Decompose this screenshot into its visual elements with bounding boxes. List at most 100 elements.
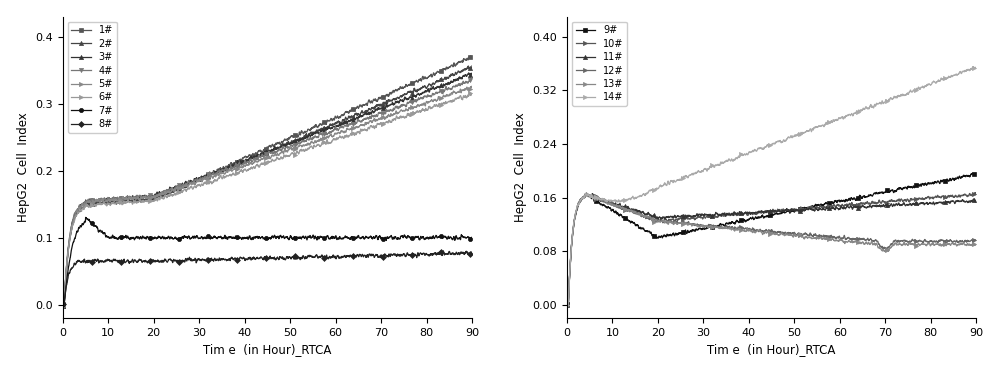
4#: [466, 75, 478, 80]
10#: [749, 212, 761, 216]
1#: [465, 54, 477, 58]
5#: [256, 156, 268, 161]
Y-axis label: HepG2  Cell  Index: HepG2 Cell Index: [17, 113, 30, 222]
12#: [959, 238, 971, 243]
8#: [58, 303, 70, 307]
13#: [582, 193, 594, 198]
3#: [245, 154, 257, 159]
12#: [580, 191, 592, 195]
2#: [454, 70, 466, 75]
11#: [970, 199, 982, 203]
11#: [760, 210, 772, 214]
5#: [245, 161, 257, 165]
7#: [256, 234, 268, 239]
2#: [78, 204, 90, 209]
6#: [78, 207, 90, 211]
5#: [78, 205, 90, 210]
2#: [454, 70, 466, 75]
12#: [958, 239, 970, 244]
10#: [582, 192, 594, 197]
14#: [760, 144, 772, 149]
14#: [582, 192, 594, 197]
Line: 9#: 9#: [565, 171, 978, 307]
7#: [379, 235, 391, 240]
11#: [884, 203, 896, 208]
2#: [466, 64, 478, 68]
3#: [78, 201, 90, 205]
9#: [561, 303, 573, 307]
1#: [454, 60, 466, 65]
3#: [463, 70, 475, 75]
X-axis label: Tim e  (in Hour)_RTCA: Tim e (in Hour)_RTCA: [203, 343, 332, 356]
2#: [245, 156, 257, 160]
10#: [760, 209, 772, 213]
Legend: 9#, 10#, 11#, 12#, 13#, 14#: 9#, 10#, 11#, 12#, 13#, 14#: [572, 22, 627, 106]
Line: 2#: 2#: [61, 64, 474, 308]
1#: [256, 150, 268, 154]
9#: [958, 174, 970, 178]
2#: [57, 304, 69, 308]
10#: [970, 190, 982, 195]
2#: [379, 101, 391, 106]
8#: [454, 250, 466, 255]
13#: [561, 303, 573, 307]
Line: 13#: 13#: [565, 192, 978, 307]
2#: [57, 304, 69, 308]
11#: [582, 192, 594, 197]
1#: [466, 56, 478, 60]
10#: [958, 192, 970, 197]
11#: [562, 304, 574, 308]
9#: [970, 171, 982, 175]
8#: [57, 302, 69, 306]
3#: [454, 76, 466, 81]
8#: [379, 252, 391, 257]
1#: [379, 94, 391, 98]
7#: [454, 237, 466, 242]
Line: 3#: 3#: [61, 71, 474, 308]
Line: 10#: 10#: [565, 191, 978, 308]
7#: [80, 215, 92, 220]
10#: [970, 193, 982, 197]
8#: [78, 258, 90, 263]
14#: [958, 69, 970, 74]
8#: [256, 256, 268, 260]
Legend: 1#, 2#, 3#, 4#, 5#, 6#, 7#, 8#: 1#, 2#, 3#, 4#, 5#, 6#, 7#, 8#: [68, 22, 117, 133]
6#: [454, 94, 466, 98]
12#: [970, 238, 982, 242]
6#: [464, 90, 476, 94]
4#: [454, 83, 466, 88]
12#: [749, 229, 761, 233]
7#: [57, 302, 69, 306]
3#: [58, 304, 70, 309]
4#: [454, 84, 466, 88]
6#: [57, 304, 69, 308]
Line: 11#: 11#: [565, 191, 978, 308]
1#: [78, 205, 90, 210]
14#: [967, 65, 979, 69]
12#: [883, 244, 895, 249]
4#: [57, 304, 69, 309]
9#: [959, 173, 971, 178]
1#: [58, 302, 70, 306]
11#: [959, 200, 971, 204]
14#: [561, 303, 573, 307]
Line: 1#: 1#: [61, 54, 474, 306]
Line: 12#: 12#: [565, 191, 978, 308]
Line: 5#: 5#: [61, 84, 474, 307]
4#: [245, 157, 257, 161]
4#: [256, 153, 268, 157]
4#: [379, 111, 391, 116]
7#: [57, 303, 69, 308]
9#: [582, 192, 594, 197]
5#: [454, 89, 466, 93]
X-axis label: Tim e  (in Hour)_RTCA: Tim e (in Hour)_RTCA: [707, 343, 836, 356]
1#: [245, 153, 257, 158]
13#: [760, 231, 772, 235]
5#: [379, 117, 391, 122]
7#: [466, 235, 478, 240]
10#: [959, 192, 971, 197]
8#: [245, 258, 257, 262]
7#: [78, 221, 90, 226]
9#: [760, 214, 772, 219]
11#: [750, 210, 762, 215]
